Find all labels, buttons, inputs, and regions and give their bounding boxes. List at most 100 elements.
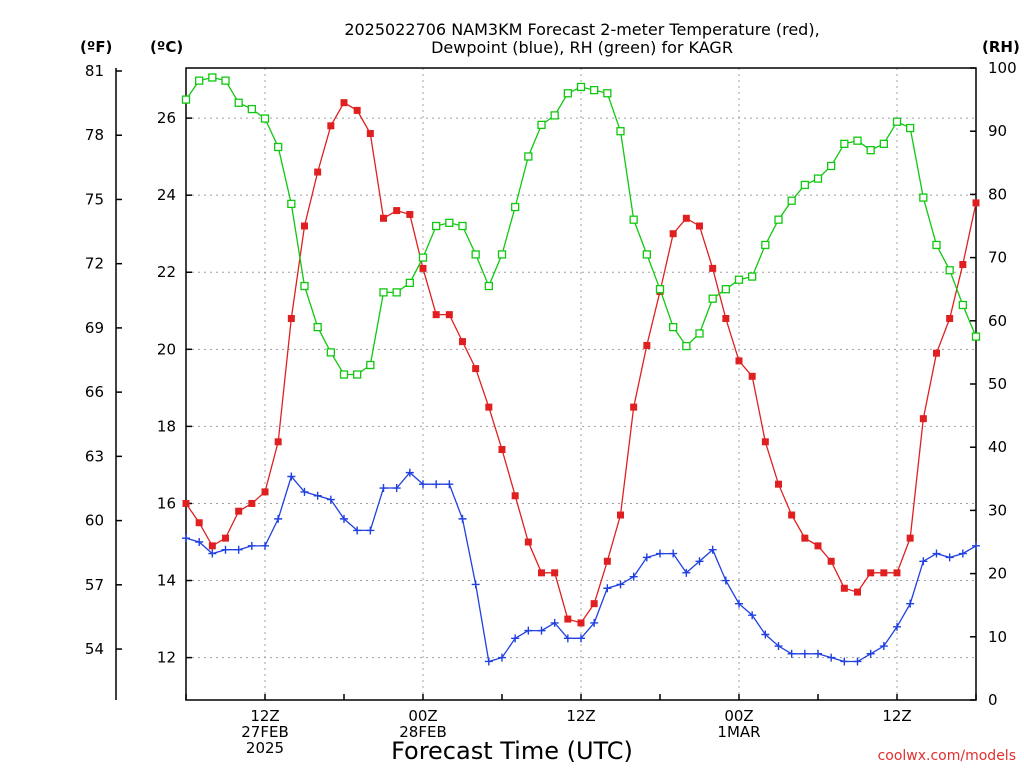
temperature-point (235, 507, 243, 515)
x-tick-label: 27FEB (241, 723, 288, 741)
temperature-point (775, 480, 782, 488)
rh-point (800, 180, 809, 190)
rh-point (432, 221, 441, 231)
rh-point (642, 250, 651, 259)
rh-point (366, 360, 375, 370)
dewpoint-point (471, 580, 480, 589)
celsius-tick-label: 22 (157, 263, 176, 281)
dewpoint-point (353, 526, 362, 535)
rh-point (892, 117, 902, 126)
rh-point (906, 123, 915, 133)
temperature-point (603, 557, 611, 565)
temperature-point (669, 230, 677, 238)
rh-tick-label: 20 (988, 565, 1007, 583)
dewpoint-point (313, 491, 322, 500)
rh-series (181, 73, 981, 379)
credit-text[interactable]: coolwx.com/models (878, 748, 1016, 764)
fahrenheit-tick-label: 75 (85, 190, 104, 208)
rh-point (971, 332, 981, 341)
dewpoint-point (814, 649, 822, 658)
dewpoint-point (340, 514, 348, 523)
rh-point (616, 127, 625, 136)
fahrenheit-tick-label: 60 (85, 512, 104, 530)
dewpoint-point (498, 653, 506, 662)
rh-point (484, 281, 493, 291)
temperature-point (735, 357, 743, 365)
rh-point (827, 161, 836, 171)
rh-point (445, 218, 454, 227)
temperature-point (366, 130, 374, 138)
dewpoint-point (366, 526, 375, 535)
dewpoint-point (208, 549, 217, 558)
temperature-point (959, 261, 967, 269)
temperature-point (880, 569, 888, 577)
rh-tick-label: 30 (988, 501, 1007, 519)
dewpoint-point (735, 599, 743, 608)
dewpoint-point (511, 634, 520, 643)
dewpoint-point (721, 576, 730, 585)
rh-point (326, 348, 335, 357)
temperature-point (919, 415, 927, 423)
temperature-point (472, 365, 480, 373)
temperature-point (867, 569, 875, 577)
rh-point (274, 142, 283, 152)
dewpoint-point (669, 549, 678, 558)
temperature-point (524, 538, 532, 546)
temperature-point (722, 314, 730, 322)
temperature-point (946, 314, 954, 322)
temperature-point (353, 106, 361, 114)
dewpoint-point (247, 541, 256, 550)
dewpoint-point (326, 495, 335, 504)
rh-point (774, 215, 783, 224)
temperature-point (788, 511, 796, 519)
temperature-point (643, 341, 651, 349)
temperature-point (696, 222, 703, 230)
temperature-point (222, 534, 229, 542)
rh-point (550, 111, 559, 120)
dewpoint-point (300, 487, 309, 496)
temperature-point (485, 403, 493, 411)
temperature-point (340, 99, 348, 107)
dewpoint-point (274, 514, 283, 523)
dewpoint-point (800, 649, 809, 658)
rh-tick-label: 70 (988, 249, 1007, 267)
dewpoint-point (432, 480, 441, 489)
celsius-tick-label: 24 (157, 186, 176, 204)
dewpoint-point (787, 649, 796, 658)
temperature-point (380, 214, 387, 222)
x-tick-label: 12Z (250, 707, 279, 725)
celsius-unit-label: (ºC) (150, 38, 183, 56)
rh-point (313, 322, 322, 332)
rh-point (405, 278, 414, 288)
dewpoint-point (682, 568, 691, 577)
temperature-point (709, 264, 717, 272)
dewpoint-point (392, 484, 401, 493)
dewpoint-point (405, 468, 414, 477)
temperature-point (564, 615, 572, 623)
x-axis-label: Forecast Time (UTC) (391, 737, 633, 765)
dewpoint-point (550, 618, 559, 627)
dewpoint-point (563, 634, 572, 643)
temperature-point (195, 519, 203, 527)
temperature-point (577, 619, 585, 627)
rh-point (748, 272, 757, 281)
dewpoint-point (182, 534, 190, 543)
rh-point (576, 82, 586, 92)
temperature-point (182, 499, 190, 507)
celsius-tick-label: 12 (157, 649, 176, 667)
fahrenheit-tick-label: 57 (85, 576, 104, 594)
rh-point (629, 215, 638, 224)
rh-point (695, 329, 704, 338)
fahrenheit-tick-label: 72 (85, 255, 104, 273)
dewpoint-point (748, 611, 757, 620)
dewpoint-point (919, 557, 928, 566)
rh-point (208, 73, 217, 82)
rh-point (932, 240, 941, 250)
dewpoint-point (774, 642, 783, 651)
dewpoint-point (629, 572, 638, 581)
rh-unit-label: (RH) (982, 38, 1020, 56)
dewpoint-point (945, 553, 954, 562)
rh-point (339, 370, 349, 379)
dewpoint-point (879, 642, 888, 651)
